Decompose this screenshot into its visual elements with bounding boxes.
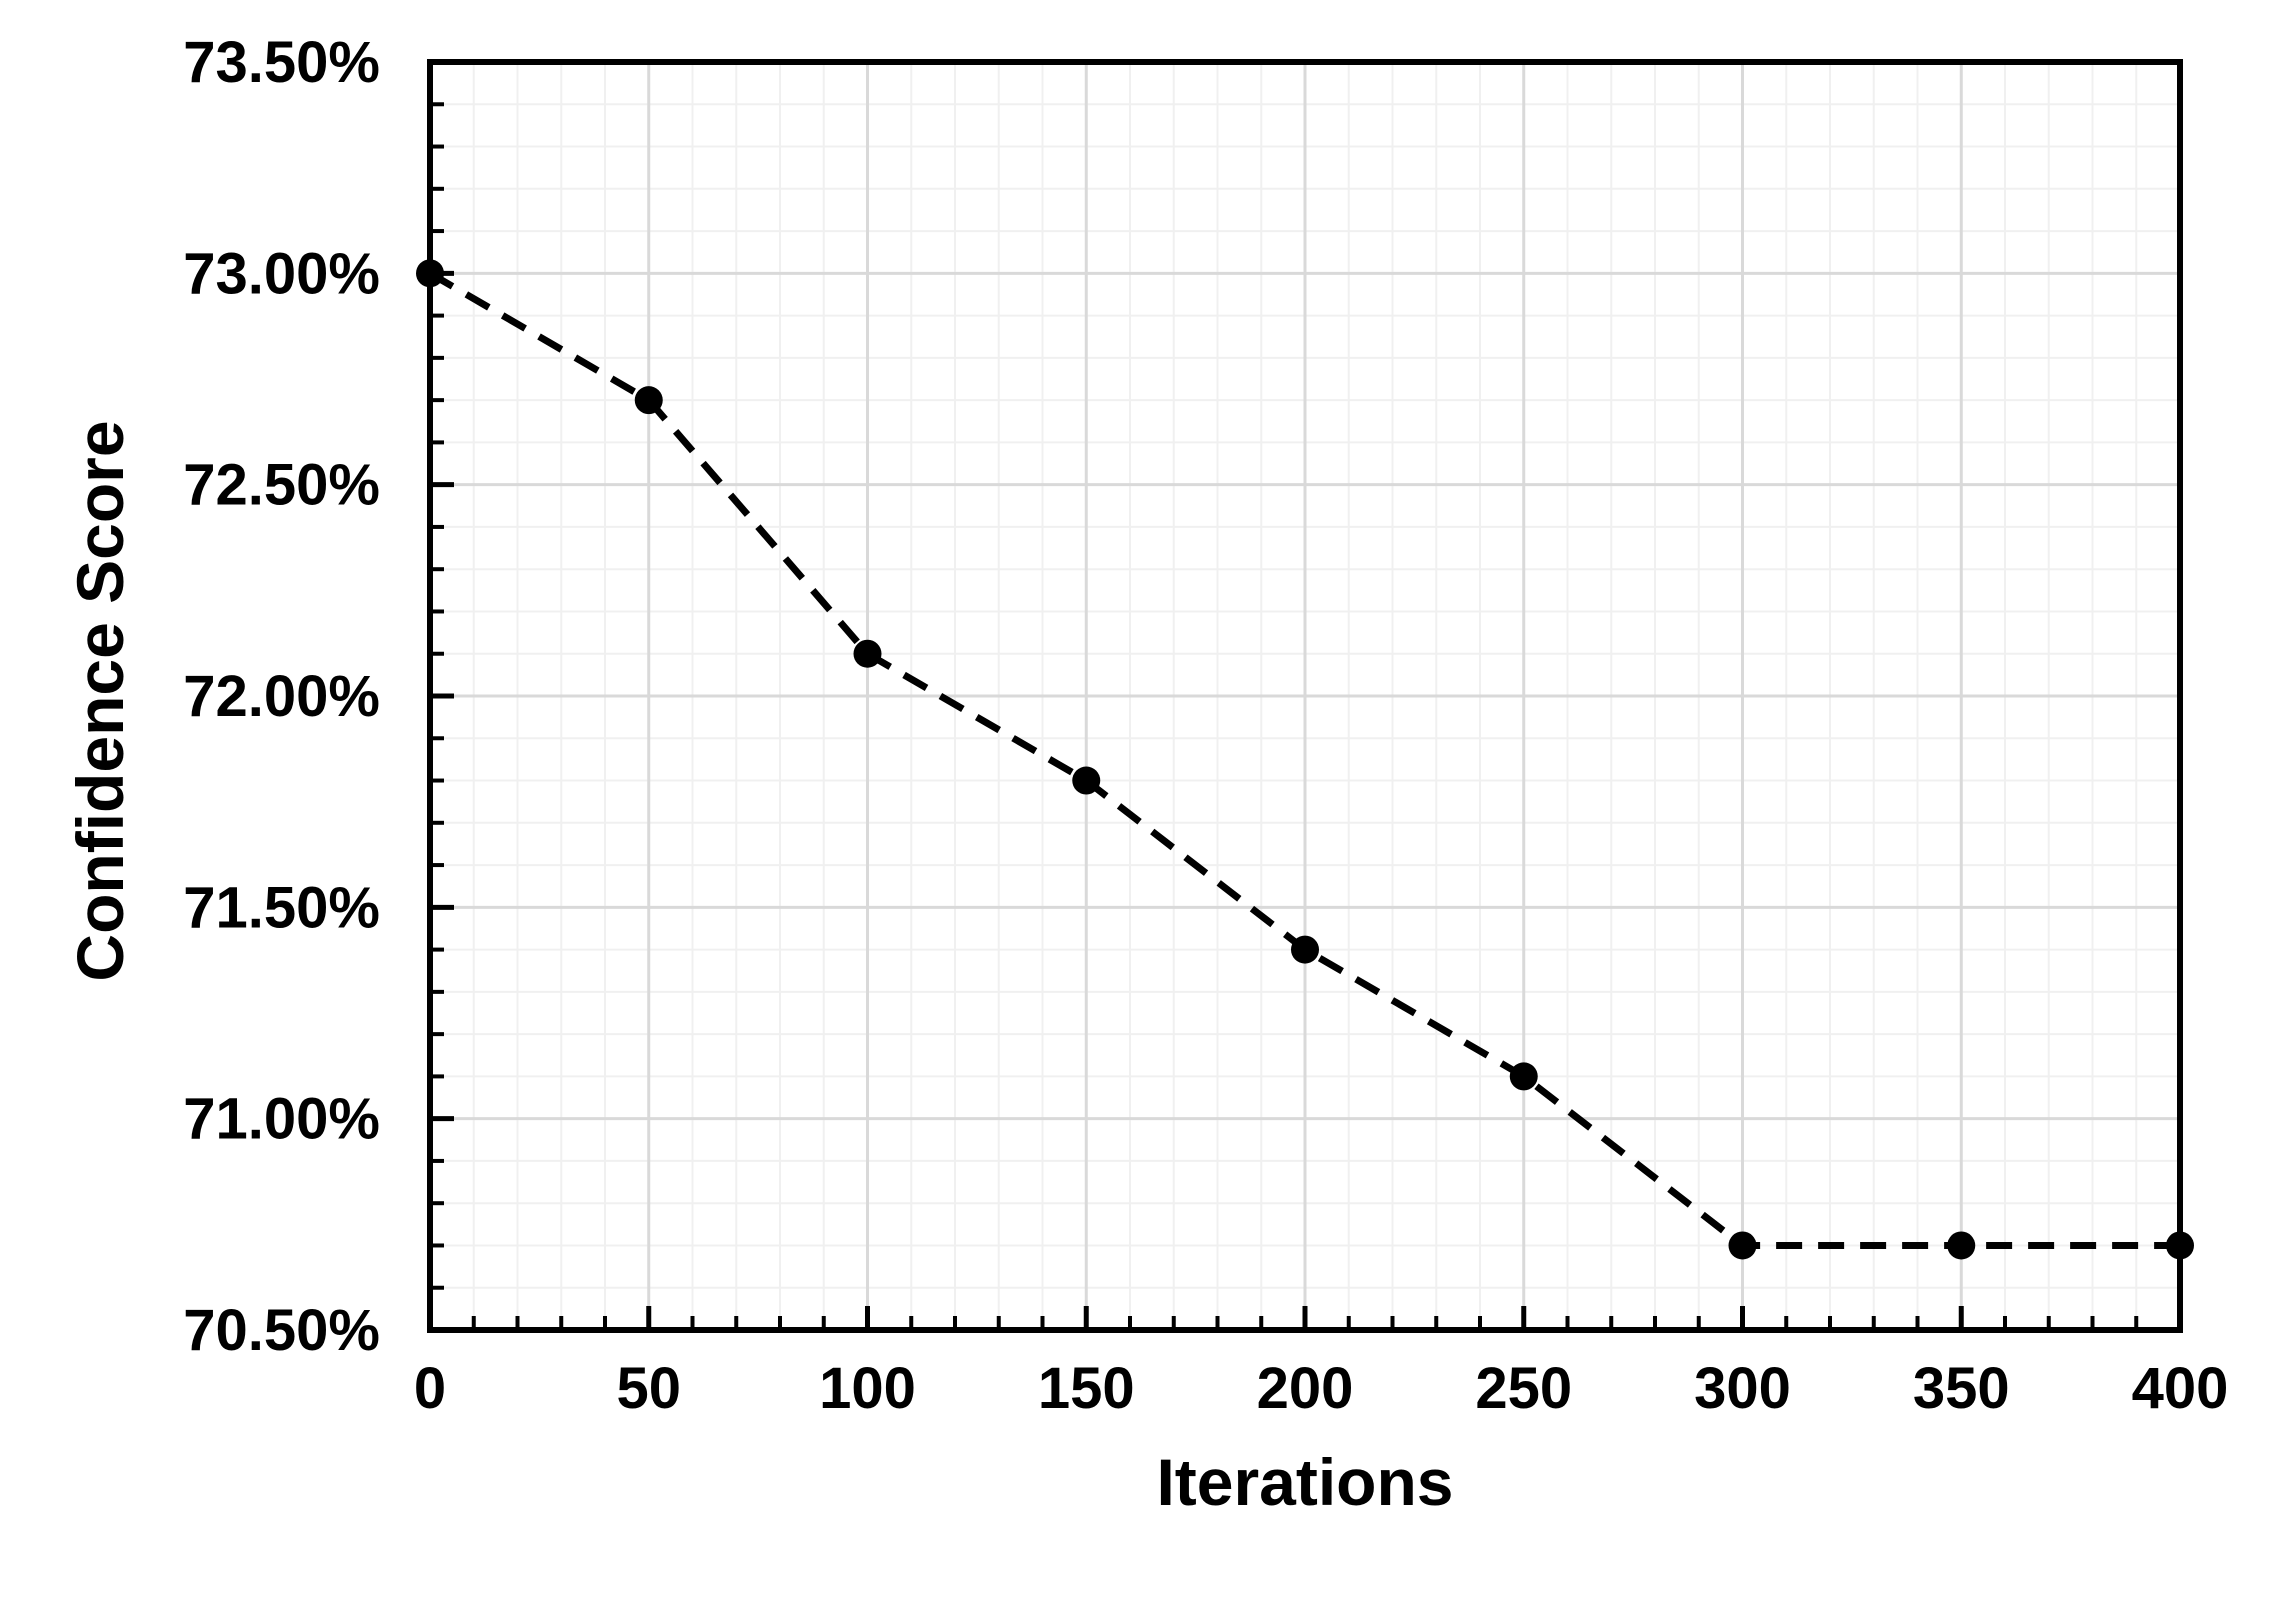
data-point — [1509, 1062, 1538, 1091]
x-tick-label: 50 — [616, 1356, 681, 1421]
y-tick-label: 71.00% — [183, 1087, 380, 1152]
y-tick-labels: 70.50% 71.00% 71.50% 72.00% 72.50% 73.00% 73.5… — [183, 30, 380, 1363]
x-tick-label: 400 — [2132, 1356, 2229, 1421]
y-tick-label: 72.50% — [183, 453, 380, 518]
x-tick-label: 0 — [414, 1356, 446, 1421]
x-tick-label: 150 — [1038, 1356, 1135, 1421]
y-axis-title: Confidence Score — [63, 420, 137, 981]
y-tick-label: 72.00% — [183, 664, 380, 729]
y-tick-label: 73.00% — [183, 241, 380, 306]
data-point — [853, 639, 882, 668]
x-tick-label: 250 — [1475, 1356, 1572, 1421]
x-tick-label: 200 — [1257, 1356, 1354, 1421]
x-tick-labels: 0 50 100 150 200 250 300 350 400 — [414, 1356, 2229, 1421]
data-point — [634, 386, 663, 415]
x-tick-label: 350 — [1913, 1356, 2010, 1421]
plot-frame — [427, 59, 2183, 1333]
data-point — [1072, 766, 1101, 795]
data-point — [1947, 1231, 1976, 1260]
y-tick-label: 70.50% — [183, 1298, 380, 1363]
x-axis-title: Iterations — [1156, 1445, 1453, 1519]
y-tick-label: 71.50% — [183, 875, 380, 940]
y-tick-label: 73.50% — [183, 30, 380, 95]
x-tick-label: 300 — [1694, 1356, 1791, 1421]
x-tick-label: 100 — [819, 1356, 916, 1421]
data-point — [1728, 1231, 1757, 1260]
data-point — [1291, 935, 1319, 964]
